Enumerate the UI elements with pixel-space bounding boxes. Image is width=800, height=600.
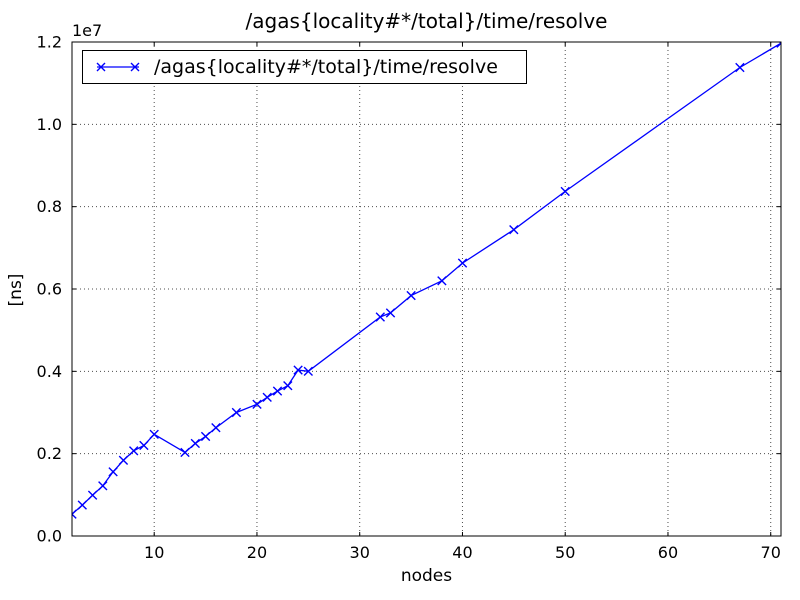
data-point-x-markers (72, 42, 781, 519)
x-tick-label: 50 (555, 543, 575, 562)
y-axis-label: [ns] (6, 273, 26, 307)
y-tick-label: 1.2 (37, 33, 62, 52)
x-tick-label: 20 (247, 543, 267, 562)
x-tick-label: 30 (350, 543, 370, 562)
legend-label: /agas{locality#*/total}/time/resolve (154, 56, 498, 78)
y-tick-label: 0.2 (37, 444, 62, 463)
legend-sample-x-marker (96, 62, 106, 72)
chart-title: /agas{locality#*/total}/time/resolve (245, 9, 608, 33)
data-series-line (72, 42, 781, 515)
axes-spines (71, 41, 782, 537)
legend-sample-x-marker (130, 62, 140, 72)
x-tick-label: 60 (658, 543, 678, 562)
y-tick-label: 0.4 (37, 362, 62, 381)
y-tick-label: 0.8 (37, 197, 62, 216)
y-tick-label: 0.6 (37, 280, 62, 299)
y-tick-label: 1.0 (37, 115, 62, 134)
legend: /agas{locality#*/total}/time/resolve (82, 50, 527, 84)
x-tick-label: 70 (761, 543, 781, 562)
x-axis-label: nodes (400, 566, 453, 586)
y-axis-offset-text: 1e7 (72, 21, 103, 40)
y-tick-label: 0.0 (37, 527, 62, 546)
x-tick-label: 40 (452, 543, 472, 562)
legend-line-sample (96, 62, 140, 72)
x-tick-label: 10 (144, 543, 164, 562)
